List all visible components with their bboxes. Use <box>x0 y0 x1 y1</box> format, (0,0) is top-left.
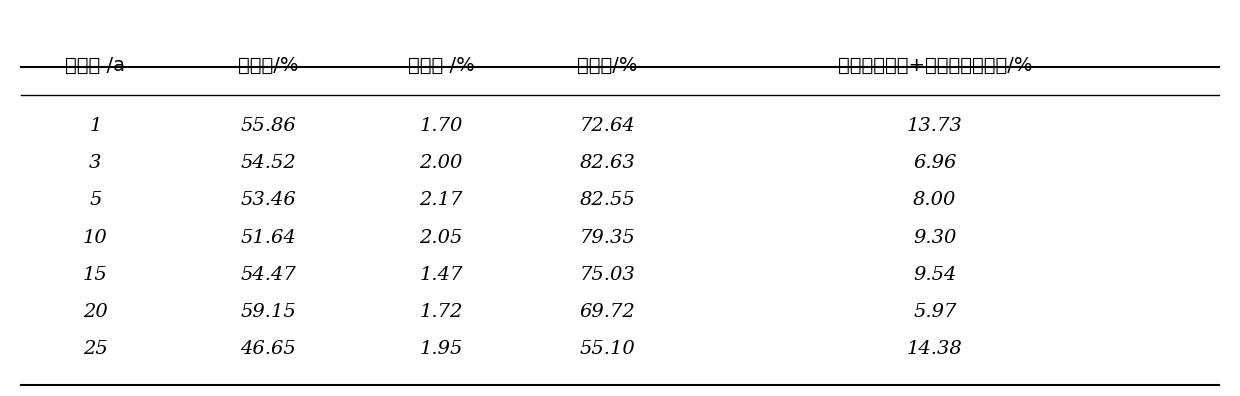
Text: 生长期 /a: 生长期 /a <box>66 56 125 75</box>
Text: 2.17: 2.17 <box>419 191 463 209</box>
Text: 15: 15 <box>83 266 108 284</box>
Text: 79.35: 79.35 <box>580 228 636 247</box>
Text: 5: 5 <box>89 191 102 209</box>
Text: 1.70: 1.70 <box>419 117 463 135</box>
Text: 14.38: 14.38 <box>906 341 962 358</box>
Text: 20: 20 <box>83 303 108 321</box>
Text: 5.97: 5.97 <box>913 303 956 321</box>
Text: 1.72: 1.72 <box>419 303 463 321</box>
Text: 10: 10 <box>83 228 108 247</box>
Text: 9.30: 9.30 <box>913 228 956 247</box>
Text: 3: 3 <box>89 154 102 172</box>
Text: 51.64: 51.64 <box>241 228 296 247</box>
Text: 59.15: 59.15 <box>241 303 296 321</box>
Text: 香茅醛/%: 香茅醛/% <box>578 56 637 75</box>
Text: 46.65: 46.65 <box>241 341 296 358</box>
Text: 53.46: 53.46 <box>241 191 296 209</box>
Text: 55.86: 55.86 <box>241 117 296 135</box>
Text: 75.03: 75.03 <box>580 266 636 284</box>
Text: 69.72: 69.72 <box>580 303 636 321</box>
Text: 8.00: 8.00 <box>913 191 956 209</box>
Text: 1.95: 1.95 <box>419 341 463 358</box>
Text: 新异胡薄荷醇+异胡薄荷醇含量/%: 新异胡薄荷醇+异胡薄荷醇含量/% <box>837 56 1032 75</box>
Text: 1.47: 1.47 <box>419 266 463 284</box>
Text: 54.52: 54.52 <box>241 154 296 172</box>
Text: 13.73: 13.73 <box>906 117 962 135</box>
Text: 1: 1 <box>89 117 102 135</box>
Text: 82.55: 82.55 <box>580 191 636 209</box>
Text: 25: 25 <box>83 341 108 358</box>
Text: 55.10: 55.10 <box>580 341 636 358</box>
Text: 含油率 /%: 含油率 /% <box>408 56 475 75</box>
Text: 54.47: 54.47 <box>241 266 296 284</box>
Text: 82.63: 82.63 <box>580 154 636 172</box>
Text: 9.54: 9.54 <box>913 266 956 284</box>
Text: 6.96: 6.96 <box>913 154 956 172</box>
Text: 2.05: 2.05 <box>419 228 463 247</box>
Text: 72.64: 72.64 <box>580 117 636 135</box>
Text: 含水率/%: 含水率/% <box>238 56 299 75</box>
Text: 2.00: 2.00 <box>419 154 463 172</box>
